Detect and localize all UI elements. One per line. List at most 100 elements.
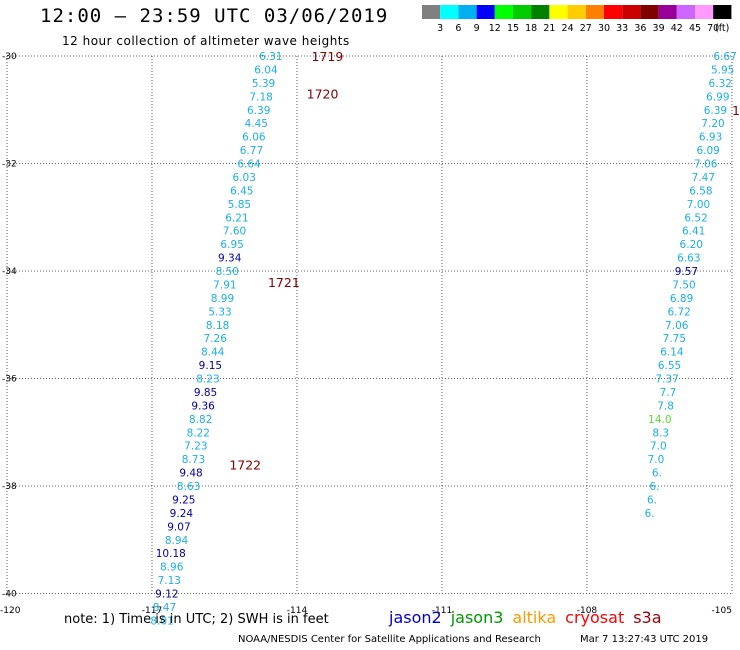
wave-height-value: 9.48 — [179, 468, 202, 480]
legend-swatch — [440, 5, 459, 19]
legend-swatch — [476, 5, 495, 19]
wave-height-value: 10.18 — [156, 548, 186, 560]
wave-height-value: 7.60 — [223, 226, 246, 238]
wave-height-value: 6.64 — [237, 159, 261, 171]
wave-height-value: 7.0 — [650, 441, 667, 453]
credit-line: NOAA/NESDIS Center for Satellite Applica… — [238, 634, 541, 645]
legend-swatch — [713, 5, 732, 19]
satellite-tracks: 6.316.045.397.186.394.456.066.776.646.03… — [150, 51, 736, 627]
wave-height-value: 8.47 — [153, 602, 176, 614]
wave-height-value: 8.94 — [165, 535, 189, 547]
wave-height-value: 6.39 — [704, 105, 727, 117]
wave-height-value: 7.13 — [158, 575, 181, 587]
wave-height-value: 6.95 — [220, 239, 243, 251]
wave-height-value: 7.20 — [701, 118, 724, 130]
satellite-s3a: s3a — [633, 608, 662, 627]
legend-swatch — [695, 5, 714, 19]
wave-height-value: 8.63 — [177, 481, 200, 493]
wave-height-value: 6. — [652, 468, 662, 480]
wave-height-value: 8.18 — [206, 320, 229, 332]
wave-height-value: 8.99 — [211, 293, 234, 305]
wave-height-value: 7.06 — [665, 320, 689, 332]
legend-swatch — [513, 5, 532, 19]
legend-unit: (ft) — [715, 23, 729, 34]
latitude-tick-label: -30 — [2, 52, 17, 62]
wave-height-value: 5.39 — [252, 78, 275, 90]
latitude-tick-label: -40 — [2, 590, 17, 600]
wave-height-value: 6. — [647, 494, 657, 506]
legend-label: 24 — [562, 23, 574, 34]
wave-height-value: 6.39 — [247, 105, 270, 117]
wave-height-value: 8.22 — [187, 427, 210, 439]
latitude-tick-label: -36 — [2, 375, 17, 385]
wave-height-value: 9.34 — [218, 253, 242, 265]
wave-height-value: 6.93 — [699, 132, 722, 144]
wave-height-value: 6.77 — [240, 145, 263, 157]
time-label: 1719 — [311, 49, 343, 64]
wave-height-value: 6.52 — [684, 212, 707, 224]
footer-note: note: 1) Time is in UTC; 2) SWH is in fe… — [64, 612, 329, 627]
time-label: 1721 — [268, 275, 300, 290]
wave-height-value: 4.45 — [245, 118, 268, 130]
wave-height-value: 6.72 — [667, 306, 690, 318]
legend-label: 6 — [455, 23, 461, 34]
satellite-cryosat: cryosat — [565, 608, 625, 627]
map-title: 12:00 – 23:59 UTC 03/06/2019 — [40, 5, 389, 27]
wave-height-value: 6.21 — [225, 212, 248, 224]
wave-height-value: 9.07 — [167, 521, 190, 533]
lat-lon-grid — [6, 55, 733, 594]
legend-label: 39 — [653, 23, 665, 34]
legend-swatch — [494, 5, 513, 19]
wave-height-value: 8.3 — [652, 427, 669, 439]
time-label: 1720 — [307, 87, 339, 102]
wave-height-value: 6.31 — [259, 51, 282, 63]
legend-label: 33 — [616, 23, 628, 34]
map-subtitle: 12 hour collection of altimeter wave hei… — [62, 34, 350, 48]
legend-label: 70 — [707, 23, 719, 34]
wave-height-value: 8.73 — [182, 454, 205, 466]
wave-height-value: 8.44 — [201, 347, 225, 359]
legend-label: 12 — [489, 23, 501, 34]
legend-swatch — [604, 5, 623, 19]
wave-height-value: 7.50 — [672, 279, 695, 291]
legend-label: 45 — [689, 23, 701, 34]
wave-height-value: 7.75 — [663, 333, 686, 345]
legend-label: 36 — [634, 23, 646, 34]
track-west: 6.316.04 5.397.18 6.394.45 6.066.77 6.646.03… — [150, 51, 282, 627]
wave-height-value: 6.09 — [696, 145, 719, 157]
latitude-tick-label: -34 — [2, 267, 17, 277]
wave-height-value: 6.32 — [709, 78, 732, 90]
legend-swatch — [585, 5, 604, 19]
wave-height-value: 7.37 — [655, 374, 678, 386]
longitude-tick-label: -117 — [142, 606, 162, 616]
legend-label: 15 — [507, 23, 519, 34]
wave-height-value: 8.50 — [216, 266, 239, 278]
wave-height-value: 7.06 — [694, 159, 718, 171]
wave-height-value: 8.23 — [196, 374, 219, 386]
legend-label: 9 — [474, 23, 480, 34]
wave-height-value: 9.36 — [191, 400, 215, 412]
wave-height-value: 6.41 — [682, 226, 705, 238]
wave-height-value: 6. — [645, 508, 655, 520]
wave-height-value: 6.03 — [233, 172, 256, 184]
legend-label: 42 — [671, 23, 683, 34]
wave-height-value: 8.01 — [150, 615, 173, 627]
satellite-legend: jason2 jason3 altika cryosat s3a — [389, 608, 671, 627]
color-legend: 3 6 9 12 15 18 21 24 27 30 33 36 39 42 45 70(ft) — [422, 5, 732, 34]
generated-timestamp: Mar 7 13:27:43 UTC 2019 — [580, 634, 709, 645]
wave-height-value: 7.47 — [692, 172, 715, 184]
wave-height-value: 6.63 — [677, 253, 700, 265]
wave-height-value: 6.04 — [254, 64, 278, 76]
legend-label: 30 — [598, 23, 610, 34]
satellite-altika: altika — [512, 608, 557, 627]
wave-height-value: 6. — [649, 481, 659, 493]
legend-label: 27 — [580, 23, 592, 34]
wave-height-value: 8.82 — [189, 414, 212, 426]
wave-height-value: 6.20 — [680, 239, 703, 251]
legend-swatch — [622, 5, 641, 19]
wave-height-value: 6.58 — [689, 185, 712, 197]
wave-height-value: 6.45 — [230, 185, 253, 197]
satellite-jason2: jason2 — [389, 608, 442, 627]
legend-swatch — [422, 5, 441, 19]
